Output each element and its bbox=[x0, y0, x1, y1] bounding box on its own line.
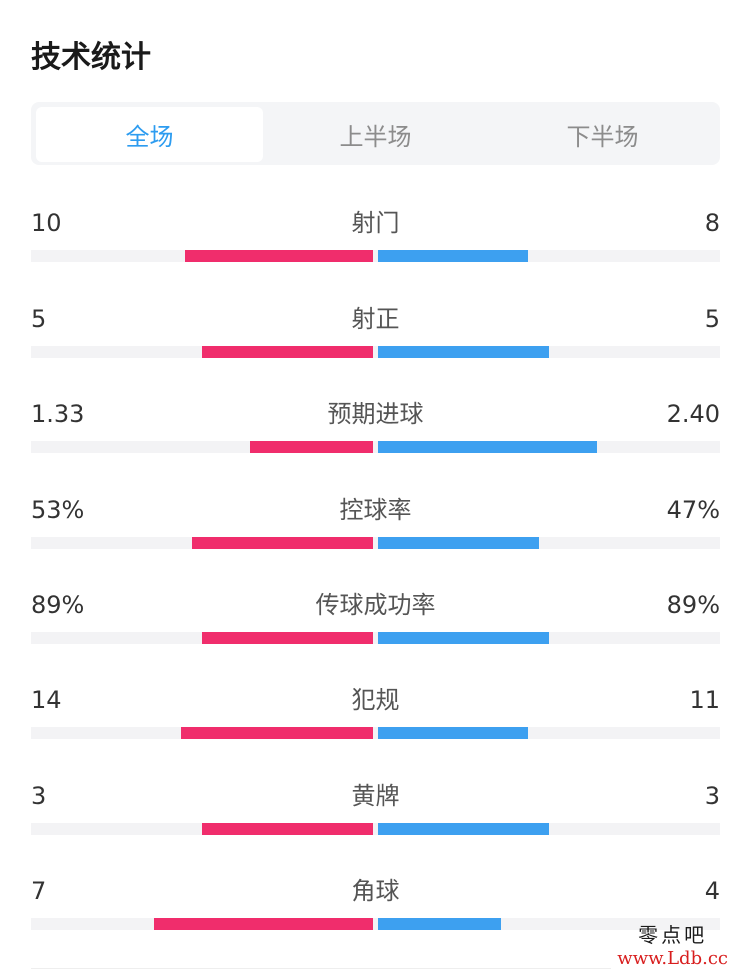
watermark-url: www.Ldb.cc bbox=[617, 948, 728, 969]
home-value: 5 bbox=[31, 305, 47, 333]
stat-name: 预期进球 bbox=[327, 400, 424, 428]
stat-track bbox=[31, 537, 720, 549]
home-bar bbox=[181, 727, 373, 739]
home-bar bbox=[250, 441, 373, 453]
stat-track bbox=[31, 727, 720, 739]
away-value: 5 bbox=[704, 305, 720, 333]
away-value: 47% bbox=[666, 496, 720, 524]
home-bar bbox=[202, 346, 373, 358]
away-value: 3 bbox=[704, 782, 720, 810]
tab-second-half[interactable]: 下半场 bbox=[566, 123, 639, 151]
stat-track bbox=[31, 250, 720, 262]
stat-name: 控球率 bbox=[339, 496, 412, 524]
away-value: 11 bbox=[689, 686, 720, 714]
watermark-brand: 零点吧 bbox=[638, 923, 708, 947]
away-value: 89% bbox=[666, 591, 720, 619]
stat-track bbox=[31, 823, 720, 835]
stat-row-possession: 53% 控球率 47% bbox=[31, 495, 720, 555]
away-bar bbox=[378, 632, 549, 644]
stat-row-fouls: 14 犯规 11 bbox=[31, 685, 720, 745]
away-bar bbox=[378, 441, 597, 453]
stat-track bbox=[31, 346, 720, 358]
away-bar bbox=[378, 250, 528, 262]
stat-track bbox=[31, 632, 720, 644]
away-bar bbox=[378, 346, 549, 358]
home-value: 10 bbox=[31, 209, 62, 237]
home-bar bbox=[202, 632, 373, 644]
away-bar bbox=[378, 918, 501, 930]
stat-row-expected-goals: 1.33 预期进球 2.40 bbox=[31, 399, 720, 459]
away-bar bbox=[378, 537, 539, 549]
away-bar bbox=[378, 727, 528, 739]
stat-name: 黄牌 bbox=[351, 782, 400, 810]
stat-row-pass-accuracy: 89% 传球成功率 89% bbox=[31, 590, 720, 650]
home-value: 3 bbox=[31, 782, 47, 810]
away-value: 2.40 bbox=[666, 400, 720, 428]
period-tabs: 全场 上半场 下半场 bbox=[31, 102, 720, 165]
stat-row-yellow-cards: 3 黄牌 3 bbox=[31, 781, 720, 841]
stat-name: 角球 bbox=[351, 877, 400, 905]
watermark: 零点吧 www.Ldb.cc bbox=[617, 919, 728, 969]
stat-row-shots: 10 射门 8 bbox=[31, 208, 720, 268]
page-title: 技术统计 bbox=[31, 40, 151, 75]
home-bar bbox=[192, 537, 373, 549]
stat-name: 射正 bbox=[351, 305, 400, 333]
stat-name: 射门 bbox=[351, 209, 400, 237]
tab-first-half[interactable]: 上半场 bbox=[339, 123, 412, 151]
home-bar bbox=[202, 823, 373, 835]
tab-full-match[interactable]: 全场 bbox=[36, 107, 263, 162]
home-value: 7 bbox=[31, 877, 47, 905]
stat-row-shots-on-target: 5 射正 5 bbox=[31, 304, 720, 364]
home-bar bbox=[154, 918, 373, 930]
stat-track bbox=[31, 441, 720, 453]
home-value: 89% bbox=[31, 591, 85, 619]
stat-name: 传球成功率 bbox=[315, 591, 436, 619]
away-value: 8 bbox=[704, 209, 720, 237]
home-value: 1.33 bbox=[31, 400, 85, 428]
home-value: 14 bbox=[31, 686, 62, 714]
stat-row-corners: 7 角球 4 bbox=[31, 876, 720, 936]
away-value: 4 bbox=[704, 877, 720, 905]
home-bar bbox=[185, 250, 373, 262]
stat-name: 犯规 bbox=[351, 686, 400, 714]
divider bbox=[31, 968, 611, 969]
home-value: 53% bbox=[31, 496, 85, 524]
away-bar bbox=[378, 823, 549, 835]
